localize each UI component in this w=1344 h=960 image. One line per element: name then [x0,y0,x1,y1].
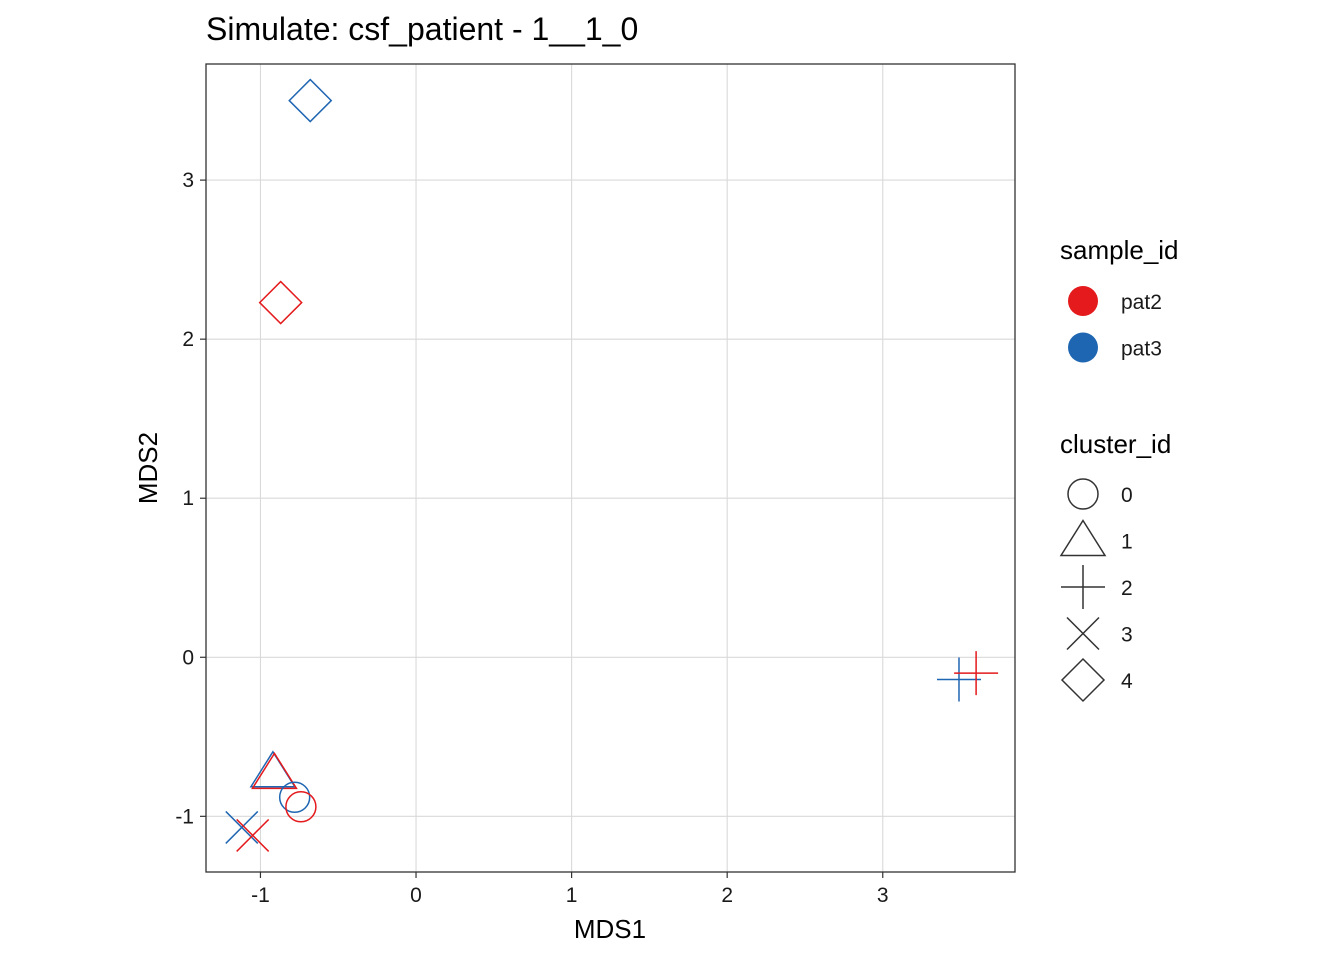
legend-key-circle [1067,478,1099,510]
point-pat2-cluster-4 [258,280,303,325]
x-axis-title: MDS1 [574,914,646,944]
y-tick-label: 1 [182,487,194,510]
x-tick-label: 0 [410,884,422,907]
point-pat2-cluster-3 [236,818,270,852]
y-tick-label: -1 [175,805,194,828]
legend-key-plus [1061,565,1105,609]
legend-label-cluster-1: 1 [1121,531,1133,554]
point-pat2-cluster-2 [954,651,999,696]
legend-key-diamond [1060,657,1106,703]
legend-label-cluster-4: 4 [1121,670,1133,693]
legend-key-pat3 [1068,332,1098,363]
plot-panel [206,64,1015,872]
legend-key-triangle [1059,519,1107,557]
grid-lines [206,64,1015,872]
y-axis-title: MDS2 [133,432,163,504]
legend-label-cluster-3: 3 [1121,624,1133,647]
y-tick-label: 3 [182,169,194,192]
legend-label-pat2: pat2 [1121,291,1162,314]
x-tick-label: 3 [877,884,889,907]
point-pat2-cluster-1 [251,751,298,790]
legend-title-cluster-id: cluster_id [1060,429,1171,459]
legend-label-cluster-2: 2 [1121,577,1133,600]
color-legend-entries: pat2 pat3 [1068,286,1162,363]
legend-label-pat3: pat3 [1121,338,1162,361]
x-axis-ticks: -1 0 1 2 3 [251,872,889,907]
point-pat3-cluster-2 [936,657,981,702]
data-points [225,78,999,852]
x-tick-label: -1 [251,884,270,907]
chart-title: Simulate: csf_patient - 1__1_0 [206,11,638,47]
legend-key-cross [1066,616,1100,651]
legend-label-cluster-0: 0 [1121,484,1133,507]
point-pat3-cluster-3 [225,810,259,844]
point-pat2-cluster-0 [285,791,317,823]
legend-key-pat2 [1068,286,1098,316]
y-axis-ticks: -1 0 1 2 3 [175,169,206,828]
point-pat3-cluster-4 [288,78,333,123]
y-tick-label: 2 [182,328,194,351]
legend: sample_id pat2 pat3 cluster_id 0 1 2 3 4 [1059,235,1179,703]
shape-legend-entries: 0 1 2 3 4 [1059,478,1133,703]
plot-border [205,63,1016,873]
x-tick-label: 2 [721,884,733,907]
x-tick-label: 1 [566,884,578,907]
point-pat3-cluster-0 [278,781,311,813]
y-tick-label: 0 [182,646,194,669]
legend-title-sample-id: sample_id [1060,235,1179,265]
